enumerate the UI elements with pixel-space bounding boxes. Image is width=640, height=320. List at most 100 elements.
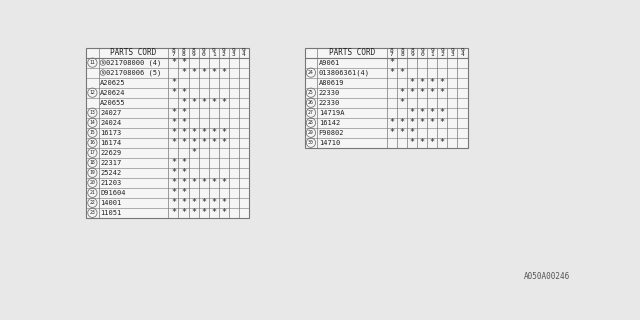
Text: *: * <box>211 208 216 217</box>
Text: *: * <box>171 78 176 87</box>
Text: N: N <box>102 71 104 75</box>
Text: *: * <box>221 128 227 137</box>
Text: 021708006 (5): 021708006 (5) <box>106 69 161 76</box>
Text: *: * <box>221 178 227 187</box>
Text: 9: 9 <box>242 48 246 53</box>
Text: D91604: D91604 <box>100 190 125 196</box>
Text: *: * <box>410 78 415 87</box>
Text: *: * <box>171 138 176 147</box>
Text: A20624: A20624 <box>100 90 125 96</box>
Text: 24027: 24027 <box>100 110 122 116</box>
Text: 7: 7 <box>172 52 175 57</box>
Text: *: * <box>171 88 176 97</box>
Text: 013806361(4): 013806361(4) <box>319 69 370 76</box>
Text: 9: 9 <box>451 48 454 53</box>
Text: *: * <box>429 78 435 87</box>
Text: 18: 18 <box>90 160 95 165</box>
Text: 25242: 25242 <box>100 170 122 176</box>
Text: *: * <box>389 58 394 67</box>
Text: 14001: 14001 <box>100 200 122 206</box>
Text: *: * <box>201 208 206 217</box>
Text: *: * <box>191 128 196 137</box>
Text: *: * <box>191 68 196 77</box>
Text: *: * <box>181 98 186 107</box>
Bar <box>86 48 249 218</box>
Text: *: * <box>181 188 186 197</box>
Text: 9: 9 <box>191 52 195 57</box>
Bar <box>305 48 467 148</box>
Text: *: * <box>191 138 196 147</box>
Text: 14719A: 14719A <box>319 110 344 116</box>
Text: 27: 27 <box>308 110 314 115</box>
Text: A9061: A9061 <box>319 60 340 66</box>
Text: *: * <box>221 208 227 217</box>
Text: 8: 8 <box>400 52 404 57</box>
Text: 29: 29 <box>308 130 314 135</box>
Text: 16: 16 <box>90 140 95 145</box>
Text: 3: 3 <box>451 52 454 57</box>
Text: 14710: 14710 <box>319 140 340 146</box>
Text: A050A00246: A050A00246 <box>524 272 570 281</box>
Text: 23: 23 <box>90 210 95 215</box>
Text: 8: 8 <box>172 48 175 53</box>
Text: 16173: 16173 <box>100 130 122 136</box>
Text: *: * <box>440 138 445 147</box>
Text: *: * <box>191 208 196 217</box>
Text: 9: 9 <box>461 48 465 53</box>
Text: *: * <box>171 198 176 207</box>
Text: *: * <box>389 128 394 137</box>
Text: 11051: 11051 <box>100 210 122 216</box>
Text: *: * <box>201 198 206 207</box>
Text: *: * <box>201 138 206 147</box>
Text: A20625: A20625 <box>100 80 125 86</box>
Text: 1: 1 <box>212 52 216 57</box>
Text: *: * <box>399 98 404 107</box>
Text: 12: 12 <box>90 90 95 95</box>
Text: 9: 9 <box>212 48 216 53</box>
Text: 8: 8 <box>191 48 195 53</box>
Text: *: * <box>221 68 227 77</box>
Text: *: * <box>410 108 415 117</box>
Bar <box>305 48 467 148</box>
Text: 8: 8 <box>400 48 404 53</box>
Text: *: * <box>181 118 186 127</box>
Text: 2: 2 <box>440 52 444 57</box>
Text: 13: 13 <box>90 110 95 115</box>
Text: 22: 22 <box>90 200 95 205</box>
Text: *: * <box>181 168 186 177</box>
Text: *: * <box>211 68 216 77</box>
Text: *: * <box>420 108 425 117</box>
Text: 21203: 21203 <box>100 180 122 186</box>
Text: *: * <box>399 128 404 137</box>
Text: *: * <box>171 178 176 187</box>
Text: 8: 8 <box>182 52 186 57</box>
Text: *: * <box>410 118 415 127</box>
Text: 21: 21 <box>90 190 95 195</box>
Text: *: * <box>440 78 445 87</box>
Text: F90802: F90802 <box>319 130 344 136</box>
Text: 9: 9 <box>222 48 226 53</box>
Text: 24024: 24024 <box>100 120 122 126</box>
Text: N: N <box>102 61 104 65</box>
Text: 11: 11 <box>90 60 95 65</box>
Text: *: * <box>399 118 404 127</box>
Text: 8: 8 <box>410 48 414 53</box>
Text: *: * <box>181 58 186 67</box>
Text: 22629: 22629 <box>100 150 122 156</box>
Text: *: * <box>429 108 435 117</box>
Text: *: * <box>221 198 227 207</box>
Text: *: * <box>429 88 435 97</box>
Text: 15: 15 <box>90 130 95 135</box>
Text: *: * <box>171 168 176 177</box>
Text: 8: 8 <box>182 48 186 53</box>
Text: *: * <box>171 58 176 67</box>
Text: *: * <box>440 118 445 127</box>
Text: 22330: 22330 <box>319 100 340 106</box>
Text: *: * <box>420 118 425 127</box>
Text: *: * <box>211 178 216 187</box>
Text: *: * <box>389 68 394 77</box>
Text: 30: 30 <box>308 140 314 145</box>
Text: *: * <box>171 208 176 217</box>
Text: *: * <box>440 88 445 97</box>
Text: 9: 9 <box>430 48 434 53</box>
